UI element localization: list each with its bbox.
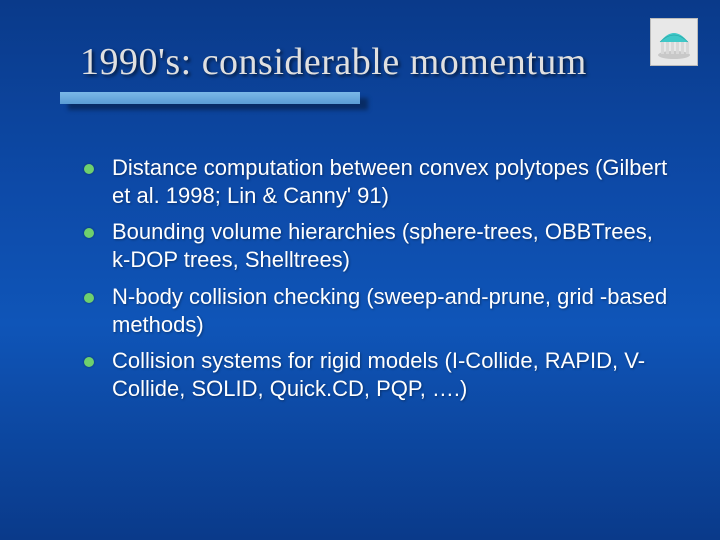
list-item: Bounding volume hierarchies (sphere-tree… xyxy=(84,218,670,274)
list-item: N-body collision checking (sweep-and-pru… xyxy=(84,283,670,339)
title-area: 1990's: considerable momentum xyxy=(0,0,720,84)
title-underline xyxy=(60,92,360,104)
bullet-text: Collision systems for rigid models (I-Co… xyxy=(112,348,645,401)
bullet-text: Bounding volume hierarchies (sphere-tree… xyxy=(112,219,653,272)
slide-title: 1990's: considerable momentum xyxy=(80,40,720,84)
slide-body: Distance computation between convex poly… xyxy=(0,84,720,403)
bullet-text: N-body collision checking (sweep-and-pru… xyxy=(112,284,667,337)
bullet-text: Distance computation between convex poly… xyxy=(112,155,667,208)
list-item: Distance computation between convex poly… xyxy=(84,154,670,210)
list-item: Collision systems for rigid models (I-Co… xyxy=(84,347,670,403)
bullet-list: Distance computation between convex poly… xyxy=(84,154,670,403)
